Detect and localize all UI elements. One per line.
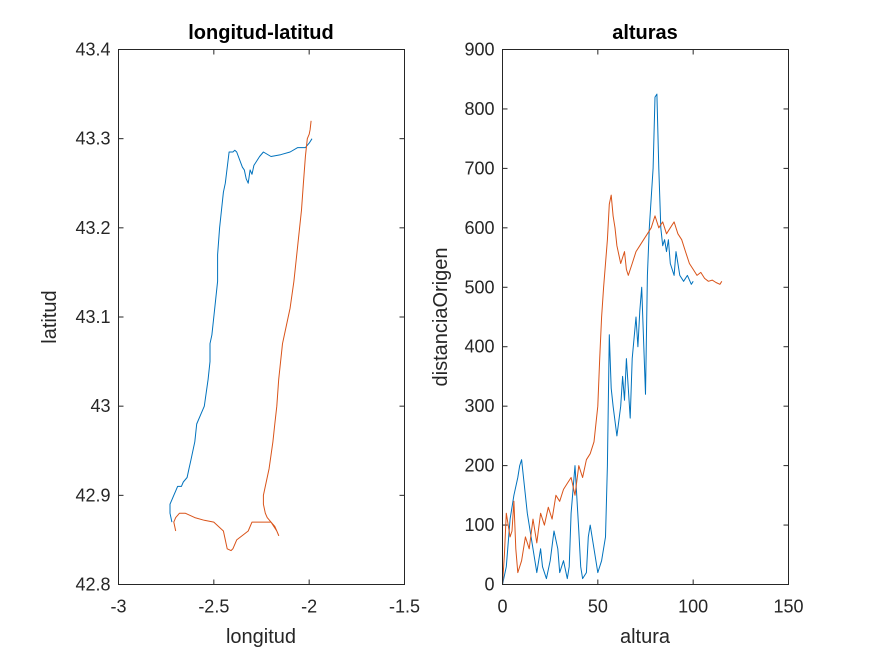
series-line-2: [502, 194, 723, 585]
tick-group: 0 50 100 150 0 100 200 300 400 500 600 700 800 900: [464, 40, 803, 617]
tick-group: -3 -2.5 -2 -1.5 42.8 42.9 43 43.1 43.2 43.3 43.4: [75, 40, 420, 617]
x-axis-label: altura: [620, 626, 671, 648]
series-line-1: [169, 138, 313, 523]
x-tick-label: 0: [497, 597, 507, 617]
series-group: [169, 120, 313, 552]
y-tick-label: 100: [464, 515, 494, 535]
x-tick-label: -2: [301, 597, 317, 617]
y-tick-label: 43.2: [75, 218, 110, 238]
axes-longitud-latitud: longitud-latitud longitud latitud -3 -2.5…: [39, 22, 420, 648]
series-group: [502, 93, 723, 585]
x-tick-label: -2.5: [198, 597, 229, 617]
axes-box: [118, 49, 405, 585]
x-axis-label: longitud: [226, 626, 296, 648]
x-tick-label: -1.5: [389, 597, 420, 617]
y-tick-label: 900: [464, 40, 494, 60]
x-tick-label: 50: [588, 597, 608, 617]
x-tick-label: -3: [110, 597, 126, 617]
y-axis-label: latitud: [39, 290, 61, 343]
y-tick-label: 43: [90, 396, 110, 416]
y-tick-label: 42.8: [75, 575, 110, 595]
y-tick-label: 800: [464, 99, 494, 119]
y-tick-label: 700: [464, 158, 494, 178]
y-axis-label: distanciaOrigen: [430, 248, 452, 387]
y-tick-label: 42.9: [75, 485, 110, 505]
chart-title: longitud-latitud: [188, 22, 334, 44]
series-line-2: [173, 120, 312, 552]
axes-box: [502, 49, 789, 585]
y-tick-label: 43.4: [75, 40, 110, 60]
x-tick-label: 150: [773, 597, 803, 617]
chart-title: alturas: [612, 22, 678, 44]
axes-alturas: alturas altura distanciaOrigen 0 50 100 150…: [430, 22, 804, 648]
y-tick-label: 400: [464, 337, 494, 357]
y-tick-label: 43.3: [75, 129, 110, 149]
y-tick-label: 300: [464, 396, 494, 416]
series-line-1: [502, 93, 694, 585]
y-tick-label: 200: [464, 456, 494, 476]
y-tick-label: 43.1: [75, 307, 110, 327]
y-tick-label: 600: [464, 218, 494, 238]
y-tick-label: 500: [464, 277, 494, 297]
x-tick-label: 100: [678, 597, 708, 617]
y-tick-label: 0: [484, 575, 494, 595]
